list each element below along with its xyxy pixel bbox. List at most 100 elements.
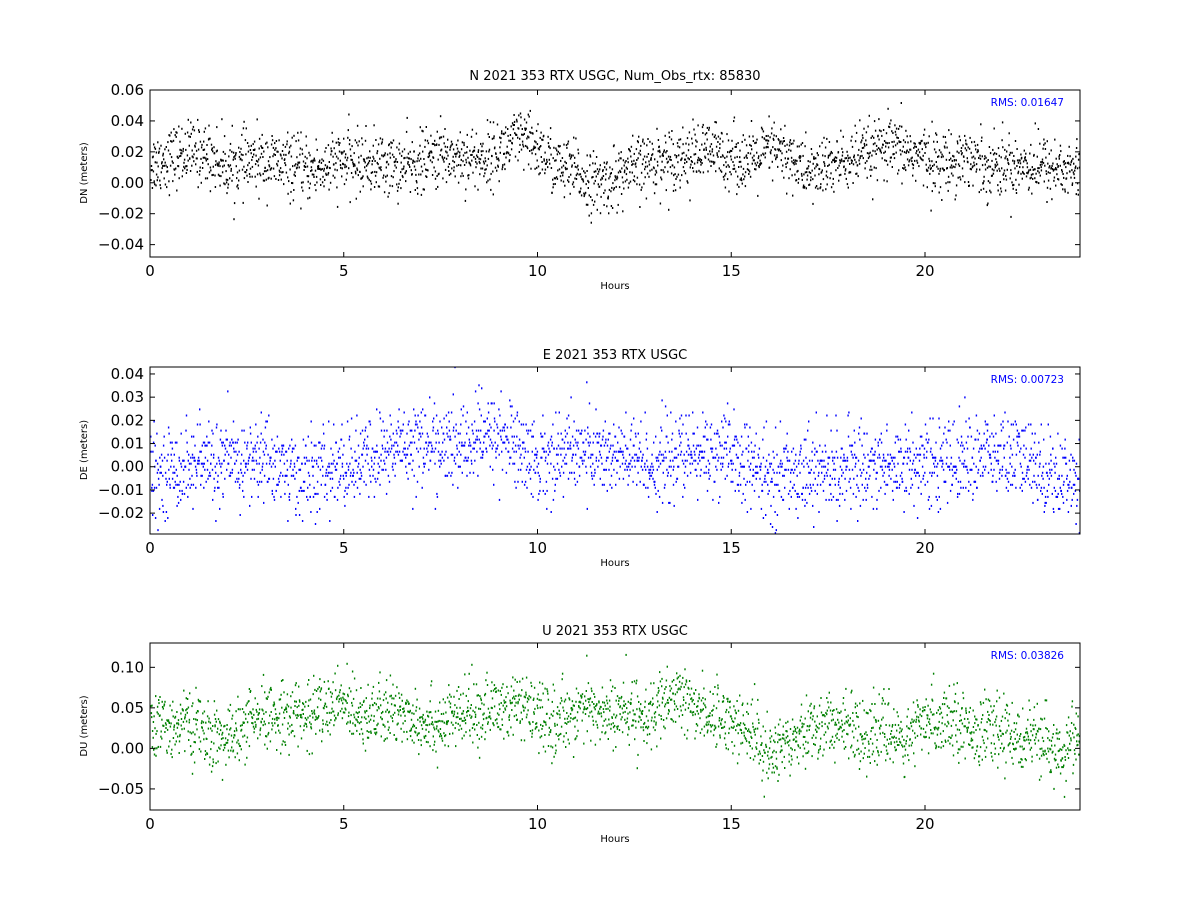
north-panel-plot-area: 0 5 10 15 20−0.04−0.020.000.020.040.06 xyxy=(98,81,1081,280)
north-data-point xyxy=(401,168,403,171)
east-data-point xyxy=(213,477,215,480)
east-data-point xyxy=(787,492,790,495)
east-data-point xyxy=(214,465,216,468)
north-data-point xyxy=(837,151,840,154)
east-data-point xyxy=(599,453,601,456)
north-data-point xyxy=(790,156,793,159)
north-data-point xyxy=(230,167,232,170)
east-data-point xyxy=(736,438,738,441)
north-data-point xyxy=(398,142,401,145)
north-data-point xyxy=(792,142,794,145)
east-data-point xyxy=(474,459,476,462)
north-data-point xyxy=(254,148,256,151)
east-data-point xyxy=(557,453,559,456)
east-data-point xyxy=(216,480,219,483)
north-data-point xyxy=(376,152,378,155)
east-data-point xyxy=(418,438,420,441)
north-data-point xyxy=(317,167,319,170)
east-data-point xyxy=(243,429,245,432)
east-data-point xyxy=(608,450,610,453)
north-data-point xyxy=(369,180,372,183)
north-data-point xyxy=(901,150,903,153)
east-data-point xyxy=(554,468,556,471)
east-data-point xyxy=(423,462,425,465)
north-data-point xyxy=(713,136,716,138)
east-data-point xyxy=(786,456,788,459)
north-data-point xyxy=(281,157,283,160)
east-data-point xyxy=(415,420,417,423)
north-data-point xyxy=(659,151,661,154)
east-data-point xyxy=(618,477,621,480)
north-data-point xyxy=(589,154,591,157)
north-data-point xyxy=(804,145,806,148)
east-data-point xyxy=(255,459,257,462)
north-data-point xyxy=(345,178,347,181)
north-data-point xyxy=(270,167,273,170)
east-data-point xyxy=(483,441,485,444)
east-data-point xyxy=(467,426,470,429)
north-data-point xyxy=(679,138,682,141)
north-data-point xyxy=(847,159,849,162)
east-data-point xyxy=(880,441,883,444)
north-data-point xyxy=(906,158,909,161)
north-data-point xyxy=(350,154,352,157)
north-data-point xyxy=(656,160,659,163)
north-data-point xyxy=(431,174,434,176)
north-data-point xyxy=(668,136,671,139)
east-data-point xyxy=(872,453,874,456)
north-data-point xyxy=(882,143,884,146)
north-data-point xyxy=(253,153,255,156)
east-data-point xyxy=(541,435,544,438)
north-data-point xyxy=(766,142,769,145)
east-data-point xyxy=(506,426,509,429)
north-data-point xyxy=(903,151,906,154)
north-data-point xyxy=(1010,169,1012,172)
north-data-point xyxy=(1065,166,1067,169)
north-data-point xyxy=(530,149,533,152)
north-data-point xyxy=(294,164,296,167)
north-data-point xyxy=(335,162,337,165)
east-data-point xyxy=(194,465,197,468)
east-data-point xyxy=(862,468,865,471)
north-data-point xyxy=(1029,168,1032,171)
north-data-point xyxy=(949,166,951,169)
east-data-point xyxy=(281,444,283,447)
east-data-point xyxy=(150,450,152,453)
north-data-point xyxy=(883,140,886,142)
east-data-point xyxy=(152,514,154,516)
north-data-point xyxy=(738,160,741,163)
north-data-point xyxy=(869,168,871,171)
east-data-point xyxy=(988,444,990,447)
east-data-point xyxy=(822,489,825,492)
east-data-point xyxy=(407,447,409,450)
east-data-point xyxy=(943,432,945,435)
north-data-point xyxy=(1005,155,1007,158)
north-data-point xyxy=(436,143,438,146)
north-data-point xyxy=(401,150,404,153)
east-data-point xyxy=(180,462,182,465)
north-data-point xyxy=(634,180,636,183)
north-data-point xyxy=(509,134,512,136)
north-data-point xyxy=(868,152,870,155)
north-data-point xyxy=(568,180,570,183)
east-data-point xyxy=(475,438,477,441)
north-data-point xyxy=(450,172,452,175)
north-data-point xyxy=(195,163,197,166)
east-data-point xyxy=(457,432,459,435)
north-data-point xyxy=(439,115,442,118)
north-data-point xyxy=(616,211,618,214)
north-data-point xyxy=(1042,161,1045,164)
north-data-point xyxy=(921,158,923,161)
east-data-point xyxy=(909,447,911,450)
north-data-point xyxy=(989,152,992,155)
east-data-point xyxy=(225,438,227,441)
north-data-point xyxy=(729,149,732,152)
east-data-point xyxy=(971,468,973,471)
east-data-point xyxy=(532,495,534,498)
east-data-point xyxy=(458,441,461,444)
east-data-point xyxy=(482,450,484,453)
north-data-point xyxy=(811,169,813,172)
north-data-point xyxy=(1064,188,1066,191)
north-data-point xyxy=(156,161,158,164)
east-data-point xyxy=(539,489,541,492)
